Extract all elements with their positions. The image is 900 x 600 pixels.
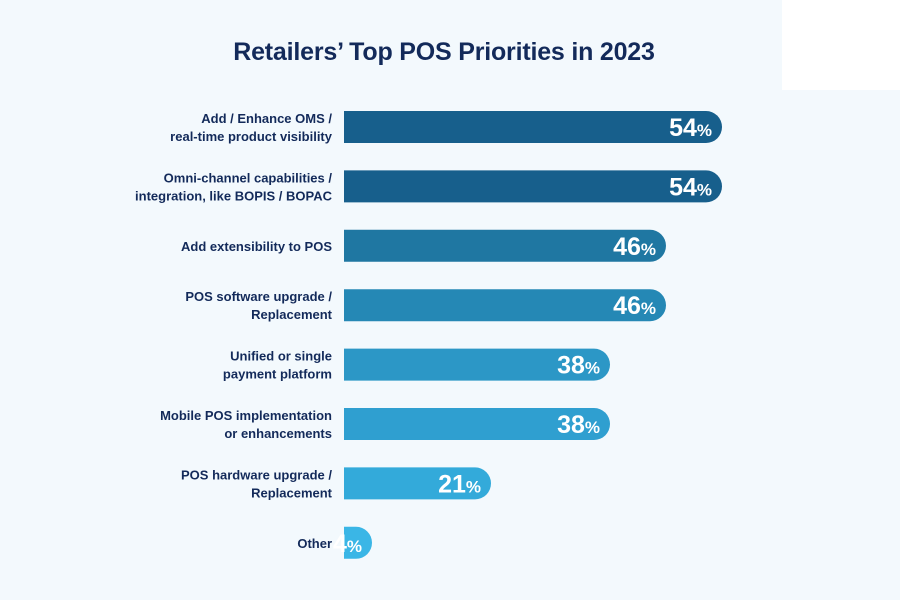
category-label: Mobile POS implementation or enhancements [160, 408, 332, 441]
bar-value-label: 46% [613, 233, 656, 261]
bar [344, 289, 666, 322]
corner-cutout [782, 0, 900, 90]
bar [344, 170, 722, 203]
bar-value-label: 54% [669, 173, 712, 201]
category-label: Omni-channel capabilities / integration, … [135, 170, 333, 203]
bar-value-label: 38% [557, 411, 600, 439]
bar [344, 526, 372, 559]
chart-title: Retailers’ Top POS Priorities in 2023 [233, 38, 655, 66]
bar [344, 348, 610, 381]
bar [344, 467, 491, 500]
category-label: Other [297, 536, 332, 551]
category-label: Add / Enhance OMS / real-time product vis… [170, 111, 333, 144]
bar-value-label: 54% [669, 114, 712, 142]
bar [344, 229, 666, 262]
bar [344, 408, 610, 440]
category-label: POS hardware upgrade / Replacement [181, 467, 333, 500]
bar [344, 111, 722, 143]
bar-value-label: 38% [557, 352, 600, 380]
category-label: Unified or single payment platform [223, 349, 332, 382]
bar-value-label: 46% [613, 292, 656, 320]
bar-value-label: 4% [333, 530, 362, 558]
category-label: Add extensibility to POS [181, 239, 332, 254]
category-label: POS software upgrade / Replacement [185, 289, 332, 322]
bar-value-label: 21% [438, 470, 481, 498]
